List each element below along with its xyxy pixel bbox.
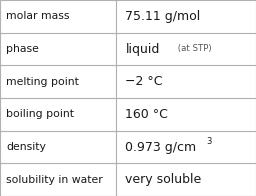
Text: −2 °C: −2 °C: [125, 75, 163, 88]
Text: 160 °C: 160 °C: [125, 108, 168, 121]
Text: molar mass: molar mass: [6, 11, 70, 21]
Text: very soluble: very soluble: [125, 173, 202, 186]
Text: solubility in water: solubility in water: [6, 175, 103, 185]
Text: 3: 3: [206, 137, 211, 146]
Text: phase: phase: [6, 44, 39, 54]
Text: liquid: liquid: [125, 43, 160, 55]
Text: 75.11 g/mol: 75.11 g/mol: [125, 10, 201, 23]
Text: 0.973 g/cm: 0.973 g/cm: [125, 141, 197, 153]
Text: melting point: melting point: [6, 77, 79, 87]
Text: density: density: [6, 142, 46, 152]
Text: boiling point: boiling point: [6, 109, 74, 119]
Text: (at STP): (at STP): [175, 44, 212, 54]
